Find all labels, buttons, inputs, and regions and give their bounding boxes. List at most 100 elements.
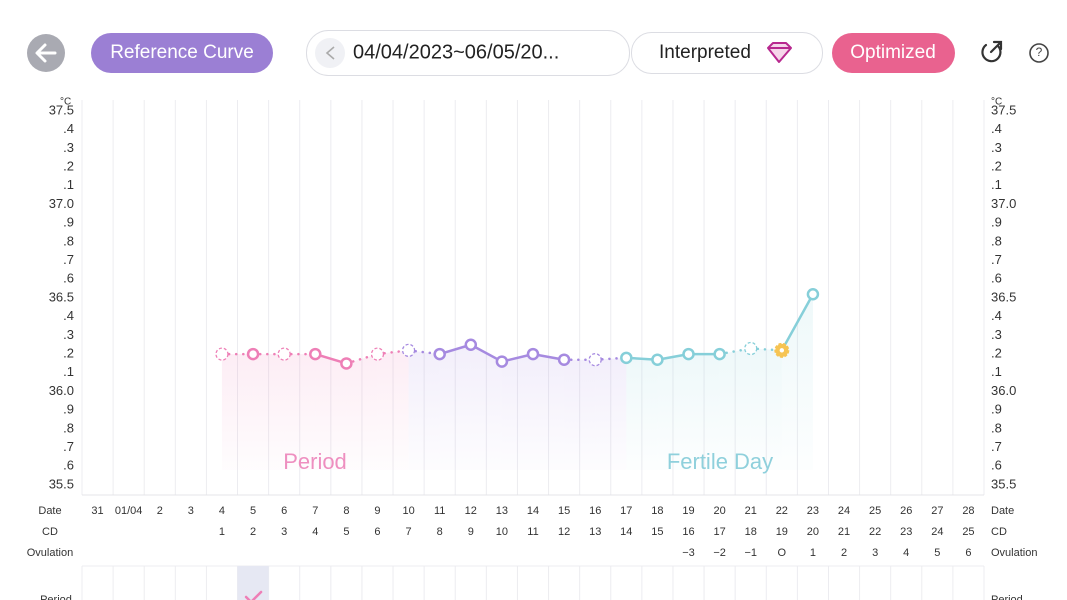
optimized-button[interactable] <box>832 33 955 73</box>
area <box>253 354 285 470</box>
y-tick-label: .7 <box>63 252 74 267</box>
date-cell: 15 <box>558 505 570 517</box>
help-glyph: ? <box>1036 45 1043 59</box>
date-cell: 7 <box>312 505 318 517</box>
cd-cell: 18 <box>745 526 757 538</box>
area <box>439 344 471 470</box>
y-tick-label-right: .7 <box>991 252 1002 267</box>
cd-cell: 6 <box>374 526 380 538</box>
date-cell: 31 <box>91 505 103 517</box>
cd-cell: 24 <box>931 526 943 538</box>
y-tick-label: .3 <box>63 327 74 342</box>
cd-cell: 3 <box>281 526 287 538</box>
y-tick-label: .8 <box>63 420 74 435</box>
ovulation-cell: 1 <box>810 547 816 559</box>
area <box>221 354 254 470</box>
y-tick-label: 36.0 <box>49 383 74 398</box>
y-tick-label: .2 <box>63 346 74 361</box>
reference-curve-button[interactable] <box>91 33 273 73</box>
unit-label-right: °C <box>991 97 1002 108</box>
point <box>495 355 509 368</box>
ovulation-cell: 4 <box>903 547 909 559</box>
date-cell: 27 <box>931 505 943 517</box>
period-logged-cell <box>237 566 269 600</box>
row-label: Period <box>40 594 72 600</box>
date-cell: 9 <box>374 505 380 517</box>
ovulation-cell: −2 <box>713 547 726 559</box>
y-tick-label-right: .7 <box>991 439 1002 454</box>
ovulation-cell: 3 <box>872 547 878 559</box>
y-tick-label-right: .2 <box>991 159 1002 174</box>
date-cell: 01/04 <box>115 505 143 517</box>
cd-cell: 16 <box>682 526 694 538</box>
help-icon[interactable] <box>1029 43 1049 63</box>
ovulation-cell: 6 <box>965 547 971 559</box>
area <box>595 357 627 470</box>
area <box>564 359 596 470</box>
date-prev-button[interactable] <box>315 38 345 68</box>
date-cell: 5 <box>250 505 256 517</box>
date-cell: 11 <box>434 505 445 517</box>
y-tick-label-right: .3 <box>991 327 1002 342</box>
date-cell: 22 <box>776 505 788 517</box>
date-cell: 8 <box>343 505 349 517</box>
y-tick-label-right: .4 <box>991 121 1002 136</box>
y-tick-label: .6 <box>63 458 74 473</box>
area <box>470 344 502 470</box>
y-tick-label-right: .3 <box>991 140 1002 155</box>
date-cell: 26 <box>900 505 912 517</box>
diamond-icon <box>767 42 792 63</box>
cd-cell: 14 <box>620 526 632 538</box>
y-tick-label-right: .8 <box>991 233 1002 248</box>
y-tick-label: .1 <box>63 364 74 379</box>
y-tick-label: .6 <box>63 271 74 286</box>
cd-cell: 21 <box>838 526 850 538</box>
point <box>526 347 540 361</box>
area <box>284 354 316 470</box>
estimated-point <box>277 347 291 361</box>
cd-cell: 19 <box>776 526 788 538</box>
y-tick-label: .1 <box>63 177 74 192</box>
y-tick-label: .4 <box>63 308 74 323</box>
y-tick-label-right: 35.5 <box>991 476 1016 491</box>
row-label: Ovulation <box>27 547 73 559</box>
y-tick-label-right: .4 <box>991 308 1002 323</box>
row-label-right: Date <box>991 505 1014 517</box>
y-tick-label-right: .6 <box>991 271 1002 286</box>
date-cell: 23 <box>807 505 819 517</box>
area <box>657 354 689 470</box>
unit-label: °C <box>60 97 71 108</box>
area <box>377 350 409 470</box>
share-icon[interactable] <box>981 40 1003 63</box>
date-cell: 18 <box>651 505 663 517</box>
date-cell: 20 <box>713 505 725 517</box>
area <box>688 354 720 470</box>
cd-cell: 2 <box>250 526 256 538</box>
row-label-right: Ovulation <box>991 547 1037 559</box>
estimated-point <box>588 353 602 367</box>
area <box>719 348 751 470</box>
ovulation-cell: −3 <box>682 547 695 559</box>
date-range-field[interactable] <box>306 30 630 76</box>
y-tick-label-right: .2 <box>991 346 1002 361</box>
point <box>620 351 633 365</box>
date-cell: 21 <box>745 505 757 517</box>
date-prev-icon <box>325 46 335 60</box>
estimated-point <box>370 347 385 361</box>
point <box>806 288 820 301</box>
area <box>626 357 658 470</box>
y-tick-label: .3 <box>63 140 74 155</box>
date-cell: 10 <box>402 505 414 517</box>
date-cell: 2 <box>157 505 163 517</box>
row-label-right: CD <box>991 526 1007 538</box>
cd-cell: 9 <box>468 526 474 538</box>
period-check <box>244 590 263 600</box>
y-tick-label-right: .1 <box>991 364 1002 379</box>
cd-cell: 20 <box>807 526 819 538</box>
estimated-point <box>401 343 416 358</box>
date-cell: 28 <box>962 505 974 517</box>
point <box>464 338 478 351</box>
y-tick-label: 37.0 <box>49 196 74 211</box>
point <box>682 347 695 361</box>
